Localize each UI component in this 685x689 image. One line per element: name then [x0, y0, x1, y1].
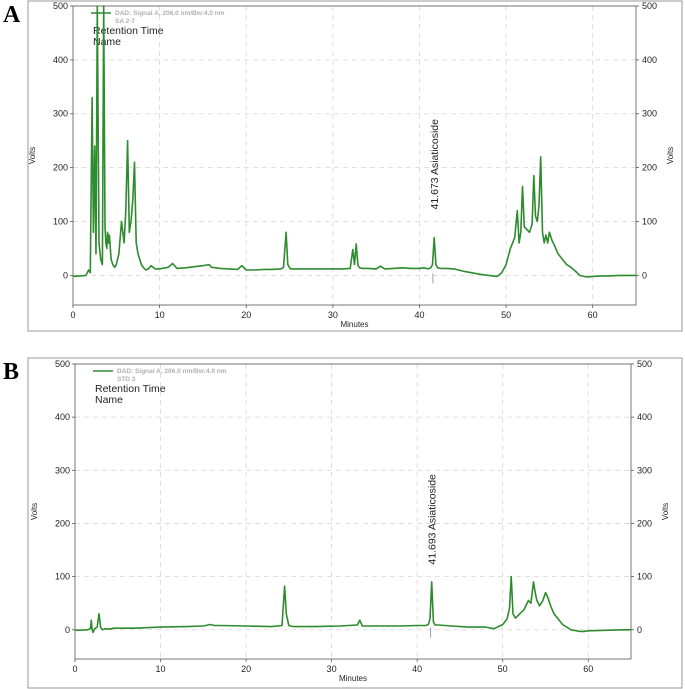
panel-a-y2-axis-title: Volts [666, 147, 675, 164]
panel-b-y2-tick-label-500: 500 [637, 359, 652, 369]
panel-b-y2-tick-label-200: 200 [637, 518, 652, 528]
panel-a-x-ticks: 0 10 20 30 40 50 60 [70, 305, 598, 320]
panel-b-y-tick-label-200: 200 [55, 518, 70, 528]
panel-b-legend-signal: DAD: Signal A, 206.0 nm/Bw:4.0 nm [117, 368, 227, 375]
panel-a-letter: A [3, 2, 21, 28]
panel-b-y2-tick-label-400: 400 [637, 412, 652, 422]
panel-a-y-tick-label-500: 500 [53, 1, 68, 11]
panel-b-x-tick-label-10: 10 [156, 664, 166, 674]
panel-a-y2-tick-label-200: 200 [642, 163, 657, 173]
panel-b-legend-sample: STD 3 [117, 376, 136, 383]
panel-b-y-tick-label-100: 100 [55, 572, 70, 582]
panel-b-letter: B [3, 359, 19, 385]
panel-a-x-tick-label-40: 40 [414, 310, 424, 320]
panel-b-grid [75, 363, 631, 659]
panel-a-x-tick-label-0: 0 [70, 310, 75, 320]
panel-a-grid [73, 5, 636, 305]
panel-a-name-label: Name [93, 36, 121, 48]
panel-a-y-tick-label-400: 400 [53, 55, 68, 65]
panel-b-name-label: Name [95, 394, 123, 406]
panel-b-x-tick-label-40: 40 [412, 664, 422, 674]
panel-b-y-ticks: 0 100 200 300 400 500 [55, 359, 75, 635]
panel-b-y-tick-label-400: 400 [55, 412, 70, 422]
panel-a-frame [27, 0, 683, 332]
panel-a-y2-ticks: 0 100 200 300 400 500 [636, 1, 657, 280]
panel-b-x-axis-title: Minutes [339, 674, 367, 683]
panel-b-y-axis-title: Volts [30, 503, 39, 520]
panel-a-trace [72, 5, 636, 278]
panel-b-x-tick-label-60: 60 [583, 664, 593, 674]
panel-b-plot-border [74, 363, 632, 660]
panel-a-y2-tick-label-400: 400 [642, 55, 657, 65]
panel-a-x-tick-label-60: 60 [588, 310, 598, 320]
panel-b-peak-label: 41.693 Asiaticoside [427, 474, 439, 565]
panel-b-x-tick-label-20: 20 [241, 664, 251, 674]
panel-a-y-tick-label-300: 300 [53, 109, 68, 119]
panel-b-y2-tick-label-100: 100 [637, 572, 652, 582]
panel-a-y2-tick-label-0: 0 [642, 270, 647, 280]
panel-b-y-tick-label-0: 0 [65, 625, 70, 635]
panel-a-y2-tick-label-500: 500 [642, 1, 657, 11]
panel-a-legend-signal: DAD: Signal A, 206.0 nm/Bw:4.0 nm [115, 10, 225, 17]
panel-b: B 0 10 20 30 40 50 60 0 100 200 300 400 500 0 100 200… [3, 357, 683, 689]
panel-a-legend-sample: SA 2-7 [115, 18, 135, 25]
panel-a: A 0 10 20 30 40 50 60 0 100 200 300 400 500 0 100 200… [3, 0, 683, 332]
panel-a-y2-tick-label-100: 100 [642, 216, 657, 226]
panel-b-y-tick-label-300: 300 [55, 465, 70, 475]
panel-a-plot-border [72, 5, 637, 306]
panel-a-y-axis-title: Volts [28, 147, 37, 164]
panel-b-frame [27, 357, 683, 689]
panel-a-x-tick-label-20: 20 [241, 310, 251, 320]
panel-b-retention-time-label: Retention Time [95, 383, 166, 395]
panel-b-trace [74, 575, 631, 634]
panel-a-y-tick-label-200: 200 [53, 163, 68, 173]
panel-a-peak-label: 41.673 Asiaticoside [429, 119, 441, 210]
panel-a-x-tick-label-30: 30 [328, 310, 338, 320]
panel-b-y2-tick-label-0: 0 [637, 625, 642, 635]
panel-b-x-ticks: 0 10 20 30 40 50 60 [72, 659, 593, 674]
panel-b-y2-tick-label-300: 300 [637, 465, 652, 475]
panel-b-x-tick-label-0: 0 [72, 664, 77, 674]
panel-a-x-tick-label-50: 50 [501, 310, 511, 320]
panel-b-x-tick-label-30: 30 [327, 664, 337, 674]
panel-a-y2-tick-label-300: 300 [642, 109, 657, 119]
panel-b-y-tick-label-500: 500 [55, 359, 70, 369]
panel-a-y-tick-label-0: 0 [63, 270, 68, 280]
panel-a-x-tick-label-10: 10 [155, 310, 165, 320]
panel-a-retention-time-label: Retention Time [93, 25, 164, 37]
panel-b-y2-axis-title: Volts [661, 503, 670, 520]
panel-a-y-tick-label-100: 100 [53, 216, 68, 226]
panel-b-y2-ticks: 0 100 200 300 400 500 [631, 359, 652, 635]
panel-b-x-tick-label-50: 50 [498, 664, 508, 674]
panel-a-y-ticks: 0 100 200 300 400 500 [53, 1, 73, 280]
panel-a-x-axis-title: Minutes [340, 320, 368, 329]
